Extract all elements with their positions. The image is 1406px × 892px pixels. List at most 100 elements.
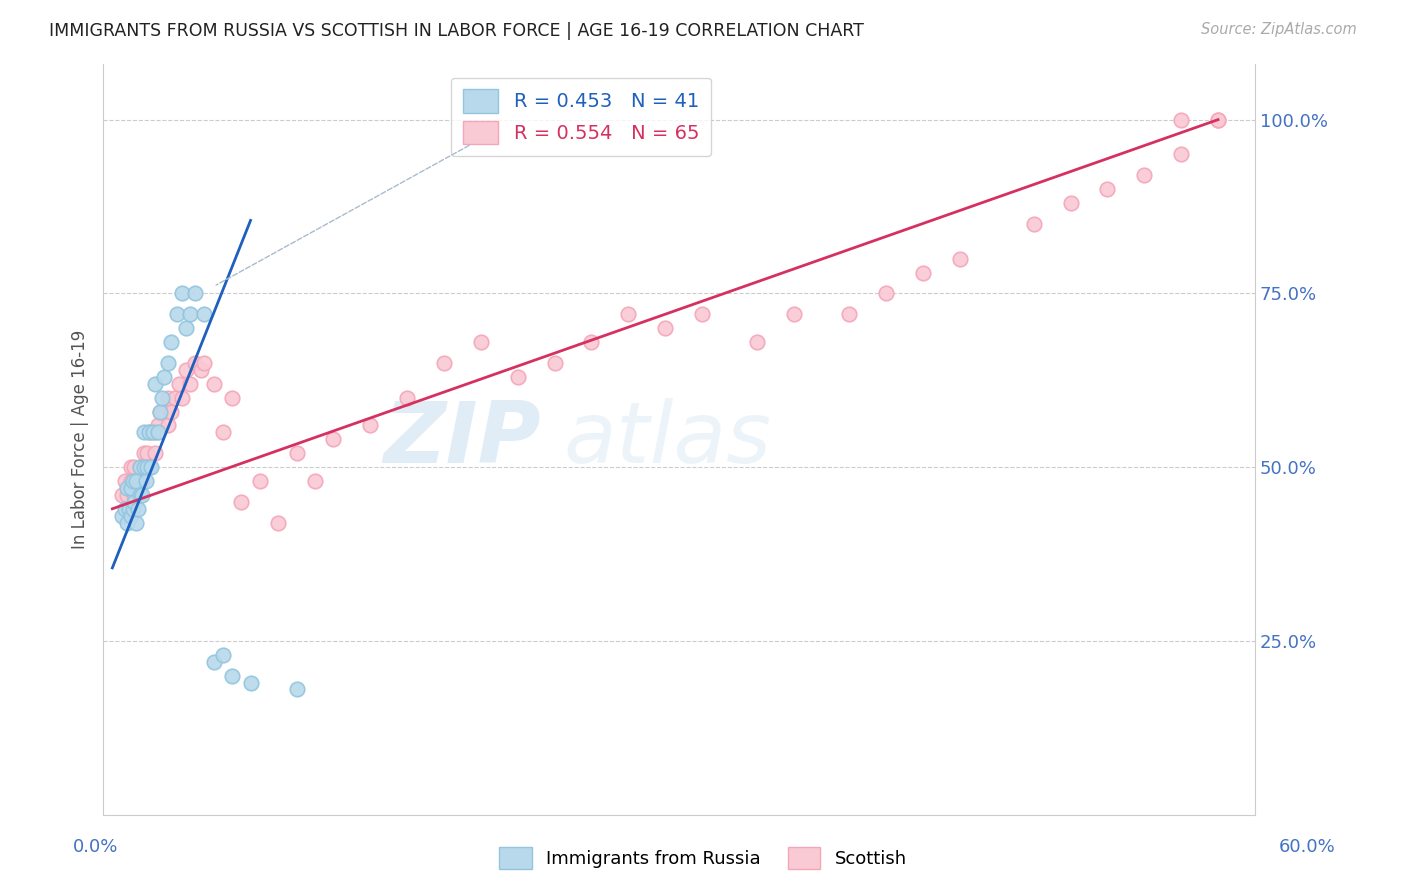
Point (110, 488, 132, 502)
Point (949, 252, 972, 266)
Point (179, 307, 201, 321)
Point (114, 474, 136, 488)
Point (163, 391, 186, 405)
Point (359, 418, 381, 433)
Point (124, 488, 146, 502)
Point (239, 675, 262, 690)
Point (912, 266, 935, 280)
Point (138, 425, 160, 440)
Point (1022, 217, 1045, 231)
Point (172, 391, 194, 405)
Text: Source: ZipAtlas.com: Source: ZipAtlas.com (1201, 22, 1357, 37)
Point (690, 307, 713, 321)
Point (153, 369, 176, 384)
Point (179, 376, 201, 391)
Point (1133, 168, 1156, 182)
Legend: R = 0.453   N = 41, R = 0.554   N = 65: R = 0.453 N = 41, R = 0.554 N = 65 (451, 78, 711, 156)
Point (153, 404, 176, 418)
Point (129, 460, 152, 475)
Point (166, 307, 188, 321)
Point (120, 508, 142, 523)
Point (396, 391, 419, 405)
Point (174, 321, 197, 335)
Point (145, 425, 167, 440)
Point (132, 425, 155, 440)
Point (115, 488, 138, 502)
Point (172, 286, 194, 301)
Point (131, 488, 153, 502)
Text: 60.0%: 60.0% (1279, 838, 1336, 856)
Point (120, 474, 142, 488)
Point (193, 307, 215, 321)
Point (304, 474, 326, 488)
Point (121, 501, 143, 516)
Point (129, 488, 152, 502)
Y-axis label: In Labor Force | Age 16-19: In Labor Force | Age 16-19 (72, 330, 89, 549)
Point (115, 516, 138, 530)
Point (120, 460, 142, 475)
Point (221, 668, 243, 682)
Point (193, 356, 215, 370)
Point (124, 460, 146, 475)
Point (1206, 112, 1229, 127)
Point (1170, 112, 1192, 127)
Point (433, 356, 456, 370)
Point (654, 321, 676, 335)
Point (160, 404, 183, 418)
Point (167, 376, 190, 391)
Point (136, 446, 159, 460)
Point (249, 474, 271, 488)
Point (134, 460, 156, 475)
Point (156, 356, 179, 370)
Point (148, 425, 170, 440)
Point (747, 334, 769, 349)
Point (322, 433, 344, 447)
Point (115, 481, 138, 495)
Point (149, 404, 172, 418)
Point (139, 460, 162, 475)
Point (125, 516, 148, 530)
Point (202, 376, 225, 391)
Point (136, 460, 159, 475)
Text: ZIP: ZIP (384, 398, 541, 481)
Point (202, 655, 225, 669)
Point (543, 356, 565, 370)
Point (156, 391, 179, 405)
Point (1206, 112, 1229, 127)
Point (121, 474, 143, 488)
Point (149, 404, 172, 418)
Point (132, 460, 155, 475)
Point (285, 682, 308, 697)
Point (838, 307, 860, 321)
Point (131, 474, 153, 488)
Point (127, 501, 149, 516)
Point (184, 356, 207, 370)
Text: IMMIGRANTS FROM RUSSIA VS SCOTTISH IN LABOR FORCE | AGE 16-19 CORRELATION CHART: IMMIGRANTS FROM RUSSIA VS SCOTTISH IN LA… (49, 22, 865, 40)
Point (1059, 196, 1081, 211)
Point (212, 648, 235, 662)
Point (156, 418, 179, 433)
Point (190, 363, 212, 377)
Point (267, 516, 290, 530)
Point (129, 460, 152, 475)
Point (132, 446, 155, 460)
Text: atlas: atlas (564, 398, 772, 481)
Point (184, 286, 207, 301)
Point (118, 501, 141, 516)
Point (783, 307, 806, 321)
Point (142, 425, 165, 440)
Point (875, 286, 897, 301)
Point (114, 501, 136, 516)
Point (143, 446, 166, 460)
Point (138, 460, 160, 475)
Point (138, 425, 160, 440)
Point (231, 495, 253, 509)
Point (506, 369, 529, 384)
Point (1170, 147, 1192, 161)
Point (1097, 182, 1119, 196)
Point (110, 508, 132, 523)
Point (150, 391, 173, 405)
Point (143, 376, 166, 391)
Point (581, 334, 603, 349)
Point (148, 418, 170, 433)
